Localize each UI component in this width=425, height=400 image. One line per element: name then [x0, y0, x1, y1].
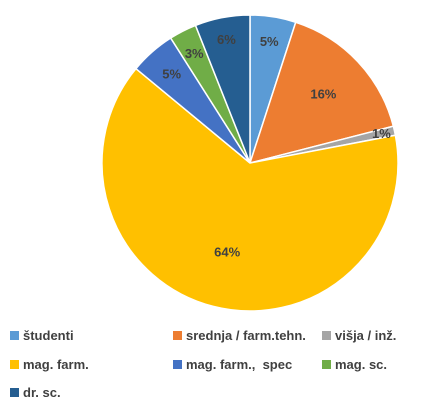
legend-swatch-visja [322, 331, 331, 340]
pie-slice-mag-farm [101, 67, 399, 312]
data-label-dr-sc: 6% [217, 32, 236, 47]
legend-swatch-studenti [10, 331, 19, 340]
legend-item-visja: višja / inž. [322, 328, 396, 343]
legend-item-mag-farm-spec: mag. farm., spec [173, 357, 292, 372]
legend-label-mag-sc: mag. sc. [335, 357, 388, 372]
legend-swatch-mag-farm-spec [173, 360, 182, 369]
data-label-studenti: 5% [260, 34, 279, 49]
data-label-mag-sc: 3% [185, 46, 204, 61]
pie-chart: 5% 16% 1% 64% 5% 3% 6% [101, 14, 399, 312]
legend-item-mag-farm: mag. farm. [10, 357, 89, 372]
data-label-mag-farm: 64% [214, 244, 240, 259]
legend-label-mag-farm: mag. farm. [23, 357, 89, 372]
legend-swatch-dr-sc [10, 388, 19, 397]
legend-swatch-mag-sc [322, 360, 331, 369]
data-label-srednja: 16% [310, 87, 336, 102]
legend-label-studenti: študenti [23, 328, 74, 343]
legend-swatch-srednja [173, 331, 182, 340]
legend-label-mag-farm-spec: mag. farm., spec [186, 357, 293, 372]
legend-label-visja: višja / inž. [335, 328, 397, 343]
pie-slice-dr-sc [194, 14, 251, 164]
pie-slice-srednja [248, 21, 395, 165]
legend-item-studenti: študenti [10, 328, 74, 343]
legend-swatch-mag-farm [10, 360, 19, 369]
legend-label-srednja: srednja / farm.tehn. [186, 328, 306, 343]
data-label-visja: 1% [372, 126, 391, 141]
legend-item-srednja: srednja / farm.tehn. [173, 328, 306, 343]
legend-item-mag-sc: mag. sc. [322, 357, 387, 372]
data-label-mag-farm-spec: 5% [162, 67, 181, 82]
